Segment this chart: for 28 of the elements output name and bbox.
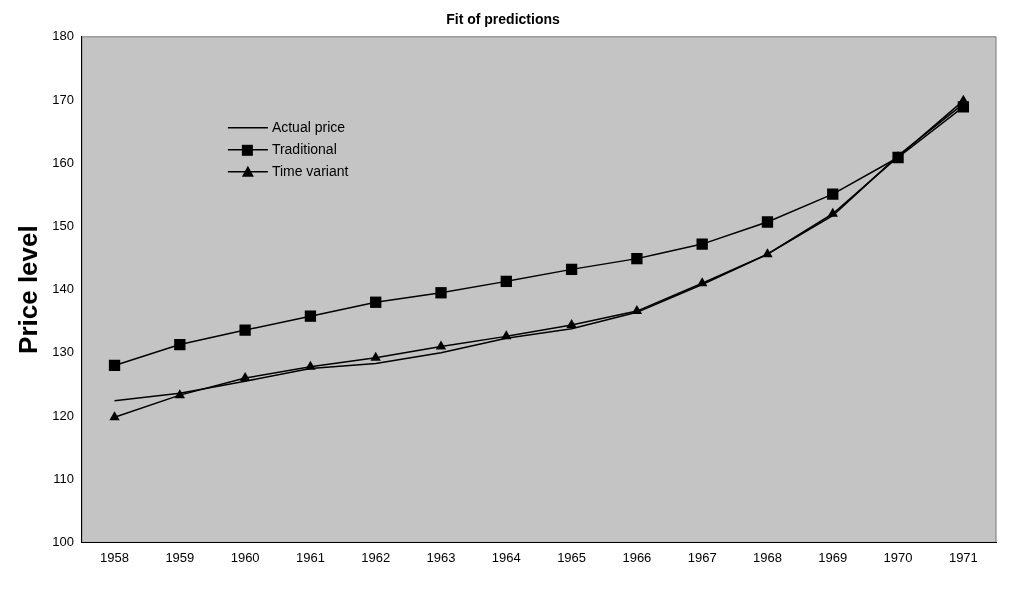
x-tick-label: 1962 bbox=[361, 549, 391, 565]
y-tick-label: 170 bbox=[52, 91, 74, 107]
y-tick-label: 110 bbox=[53, 470, 74, 486]
legend-label: Traditional bbox=[271, 140, 337, 157]
x-tick-label: 1970 bbox=[883, 549, 913, 565]
x-tick-label: 1968 bbox=[753, 549, 782, 565]
x-tick-label: 1965 bbox=[557, 549, 587, 565]
x-tick-label: 1958 bbox=[100, 549, 129, 565]
x-tick-label: 1963 bbox=[426, 549, 456, 565]
x-tick-label: 1961 bbox=[295, 549, 325, 565]
y-tick-label: 140 bbox=[52, 281, 74, 297]
x-tick-label: 1959 bbox=[165, 549, 195, 565]
legend-label: Time variant bbox=[271, 162, 349, 179]
y-tick-label: 130 bbox=[52, 344, 74, 360]
y-axis-title: Price level bbox=[12, 225, 43, 354]
chart-title: Fit of predictions bbox=[446, 11, 560, 28]
x-tick-label: 1960 bbox=[230, 549, 260, 565]
x-tick-label: 1969 bbox=[818, 549, 848, 565]
x-tick-label: 1971 bbox=[948, 549, 978, 565]
y-tick-label: 160 bbox=[52, 154, 74, 170]
legend-label: Actual price bbox=[271, 118, 346, 135]
x-tick-label: 1964 bbox=[491, 549, 521, 565]
x-tick-label: 1966 bbox=[622, 549, 652, 565]
y-tick-label: 150 bbox=[52, 217, 74, 233]
x-tick-label: 1967 bbox=[687, 549, 717, 565]
y-tick-label: 180 bbox=[52, 28, 74, 44]
y-tick-label: 100 bbox=[52, 533, 74, 549]
y-tick-label: 120 bbox=[52, 407, 74, 423]
